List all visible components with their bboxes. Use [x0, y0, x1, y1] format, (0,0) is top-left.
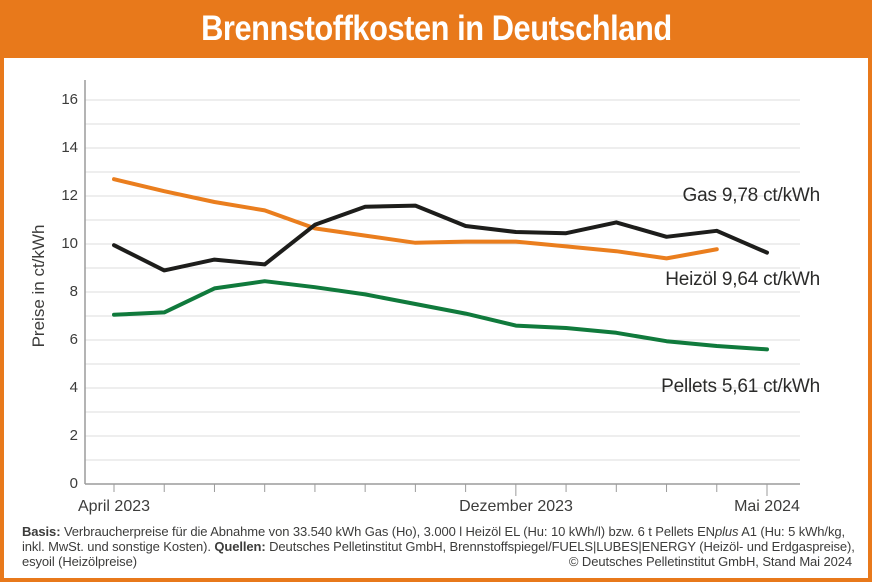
y-tick-label: 14: [61, 139, 78, 156]
footer-line: inkl. MwSt. und sonstige Kosten). Quelle…: [22, 539, 855, 554]
x-tick-label-april-2023: April 2023: [77, 498, 151, 515]
y-tick-label: 8: [69, 283, 78, 300]
y-tick-label: 2: [69, 427, 78, 444]
footer-line: Basis: Verbraucherpreise für die Abnahme…: [22, 524, 845, 539]
frame-border-bottom: [0, 578, 872, 582]
page-title: Brennstoffkosten in Deutschland: [200, 9, 672, 48]
series-label-heizoel: Heizöl 9,64 ct/kWh: [665, 269, 820, 290]
y-tick-label: 16: [61, 91, 78, 108]
y-tick-label: 6: [69, 331, 78, 348]
y-axis-title: Preise in ct/kWh: [29, 224, 48, 348]
copyright: © Deutsches Pelletinstitut GmbH, Stand M…: [568, 554, 852, 569]
frame-border-left: [0, 58, 4, 582]
y-tick-label: 4: [69, 379, 78, 396]
series-line-pellets: [112, 279, 769, 352]
series-line-heizoel: [112, 203, 769, 273]
footer-line: esyoil (Heizölpreise) © Deutsches Pelleti…: [22, 554, 852, 569]
frame-border-right: [868, 58, 872, 582]
y-tick-label: 0: [69, 475, 78, 492]
y-tick-label: 10: [61, 235, 78, 252]
x-tick-label-dezember-2023: Dezember 2023: [459, 498, 573, 515]
series-label-gas: Gas 9,78 ct/kWh: [682, 185, 821, 206]
y-tick-label: 12: [61, 187, 78, 204]
x-tick-label-mai-2024: Mai 2024: [734, 498, 800, 515]
series-label-pellets: Pellets 5,61 ct/kWh: [661, 376, 820, 397]
series-line-gas: [112, 177, 719, 261]
title-bar: Brennstoffkosten in Deutschland: [0, 0, 872, 58]
footer: Basis: Verbraucherpreise für die Abnahme…: [22, 524, 855, 569]
